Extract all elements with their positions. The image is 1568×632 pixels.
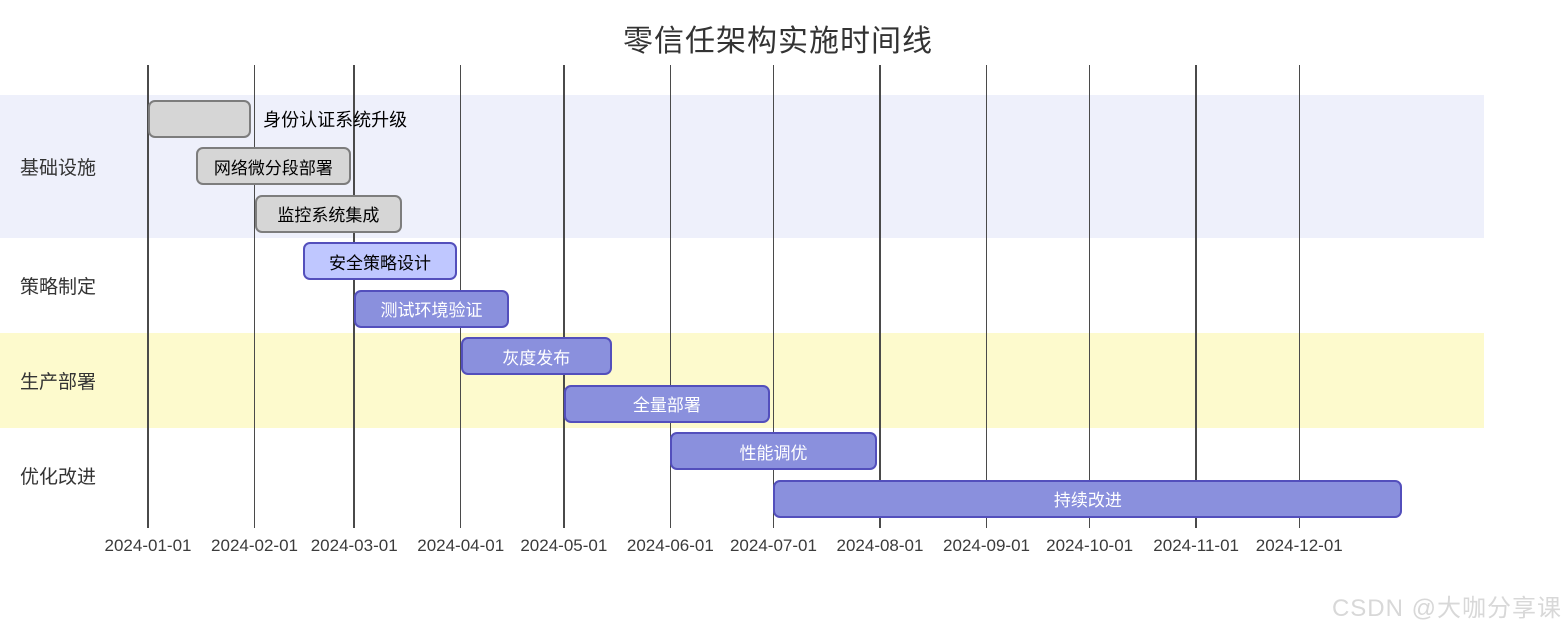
chart-title: 零信任架构实施时间线 [623,25,933,58]
month-gridline [985,65,988,528]
section-label-3: 优化改进 [20,466,97,488]
task-bar-2: 监控系统集成 [254,194,403,233]
task-bar-1: 网络微分段部署 [196,147,351,186]
task-label: 性能调优 [739,443,808,463]
section-label-1: 策略制定 [20,276,97,298]
task-bar-4: 测试环境验证 [354,289,509,328]
task-label: 安全策略设计 [328,253,431,273]
axis-tick-label: 2024-06-01 [626,536,714,555]
axis-tick-label: 2024-03-01 [310,536,398,555]
task-bar-8: 持续改进 [773,479,1403,518]
task-label: 网络微分段部署 [213,158,333,178]
task-bar-6: 全量部署 [563,384,771,423]
section-label-2: 生产部署 [20,371,97,393]
task-label-outside: 身份认证系统升级 [263,109,408,130]
axis-tick-label: 2024-01-01 [104,536,192,555]
task-label: 全量部署 [632,396,701,416]
task-bar-5: 灰度发布 [460,337,612,376]
axis-tick-label: 2024-05-01 [520,536,608,555]
axis-tick-label: 2024-09-01 [943,536,1030,555]
task-label: 灰度发布 [502,348,571,368]
task-label: 监控系统集成 [277,206,380,226]
task-bar-7: 性能调优 [670,432,877,471]
month-gridline [669,65,672,528]
axis-tick-label: 2024-11-01 [1153,536,1240,555]
month-gridline [879,65,881,528]
watermark: CSDN @大咖分享课 [1331,595,1562,622]
task-bar-3: 安全策略设计 [302,242,458,281]
axis-tick-label: 2024-08-01 [836,536,924,555]
month-gridline [253,65,256,528]
month-gridline [563,65,565,528]
month-gridline [1088,65,1091,528]
axis-tick-label: 2024-07-01 [729,536,817,555]
axis-tick-label: 2024-10-01 [1046,536,1134,555]
axis-tick-label: 2024-04-01 [417,536,505,555]
task-label: 持续改进 [1053,491,1122,511]
task-bar-0 [148,99,252,138]
axis-tick-label: 2024-12-01 [1255,536,1343,555]
section-band-1 [0,237,1484,333]
month-gridline [1195,65,1197,528]
section-label-0: 基础设施 [20,157,97,179]
axis-tick-label: 2024-02-01 [211,536,299,555]
month-gridline [147,65,149,528]
month-gridline [772,65,775,528]
task-label: 测试环境验证 [380,301,483,321]
month-gridline [1298,65,1300,528]
